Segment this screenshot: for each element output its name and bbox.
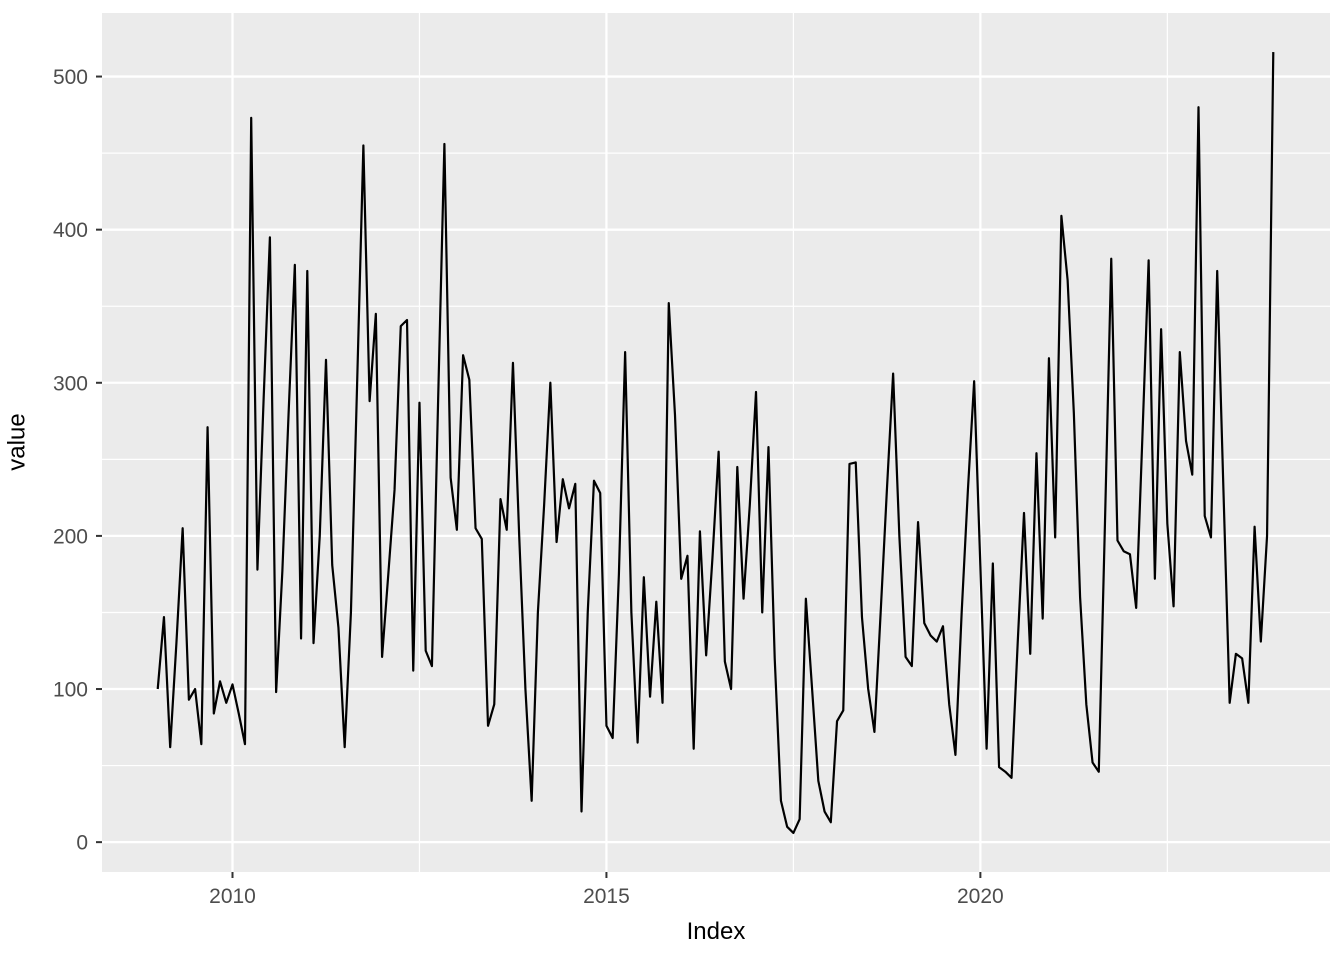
y-tick-label: 500 xyxy=(53,66,88,89)
series-line-value xyxy=(156,52,1275,835)
y-tick-label: 100 xyxy=(53,679,88,702)
y-tick-label: 400 xyxy=(53,219,88,242)
y-tick-label: 300 xyxy=(53,372,88,395)
x-tick-label: 2015 xyxy=(583,885,630,908)
x-tick-label: 2010 xyxy=(209,885,256,908)
y-tick-label: 200 xyxy=(53,525,88,548)
x-tick-label: 2020 xyxy=(957,885,1004,908)
y-axis-title: value xyxy=(3,413,31,471)
x-axis-title: Index xyxy=(686,918,746,945)
plot-panel xyxy=(102,13,1330,872)
y-tick-label: 0 xyxy=(76,832,88,855)
